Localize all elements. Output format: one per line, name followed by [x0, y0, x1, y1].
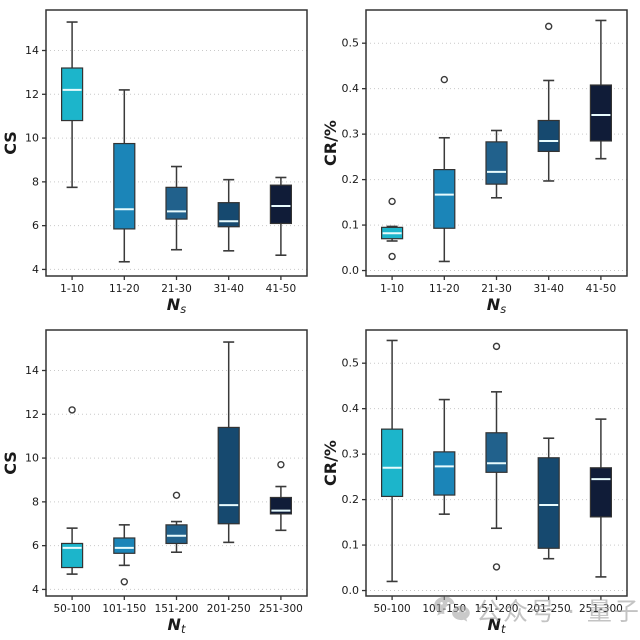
outlier-point [172, 491, 181, 499]
box [60, 67, 84, 122]
box [485, 141, 508, 185]
panel-cr-vs-ns: 0.0 0.1 0.2 0.3 0.4 0.5 1-10 11-20 21-30 31-40 41-… [320, 0, 640, 320]
x-tick-label: 251-300 [259, 603, 303, 615]
outlier-point [277, 460, 285, 469]
x-axis-label: Ns [167, 295, 186, 316]
x-tick-label: 31-40 [213, 283, 244, 295]
box [537, 457, 560, 549]
plot-frame [45, 9, 308, 277]
y-tick-label: 0.2 [342, 493, 360, 506]
box [165, 524, 188, 545]
y-tick-label: 0.3 [342, 128, 360, 141]
y-axis-label: CR/% [321, 440, 340, 486]
y-axis-label: CR/% [321, 120, 340, 166]
box [589, 467, 612, 518]
x-axis-label: Nt [488, 615, 506, 636]
box [113, 537, 136, 554]
outlier-point [388, 197, 396, 206]
x-tick-label: 101-150 [102, 603, 146, 615]
outlier-point [544, 22, 553, 31]
boxplot-svg: 4 6 8 10 12 14 50-100 101-150 151-200 201-250 251-… [1, 329, 308, 636]
panel-cr-vs-nt: 0.0 0.1 0.2 0.3 0.4 0.5 50-100 101-150 151-200 20… [320, 320, 640, 640]
y-tick-label: 0.5 [342, 357, 360, 370]
x-tick-label: 21-30 [481, 283, 512, 295]
x-tick-label: 11-20 [429, 283, 460, 295]
outlier-point [492, 342, 501, 351]
y-tick-label: 4 [32, 263, 39, 276]
y-tick-label: 4 [32, 583, 39, 596]
box [113, 142, 136, 230]
box [217, 202, 240, 228]
outlier-point [120, 578, 129, 586]
x-axis-label: Ns [487, 295, 506, 316]
box [433, 169, 456, 229]
y-tick-label: 12 [25, 88, 39, 101]
y-tick-label: 6 [32, 219, 39, 232]
y-tick-label: 0.2 [342, 173, 360, 186]
y-tick-label: 8 [32, 175, 39, 188]
y-tick-label: 14 [25, 364, 39, 377]
box [380, 428, 404, 498]
y-tick-label: 0.1 [342, 539, 360, 552]
box [589, 84, 612, 142]
plot-frame [365, 9, 628, 277]
y-tick-label: 12 [25, 408, 39, 421]
boxplot-svg: 0.0 0.1 0.2 0.3 0.4 0.5 50-100 101-150 151-200 20… [321, 329, 628, 636]
y-tick-label: 10 [25, 132, 39, 145]
x-tick-label: 1-10 [380, 283, 404, 295]
x-tick-label: 50-100 [373, 603, 410, 615]
plot-frame [365, 329, 628, 597]
box [165, 186, 188, 220]
y-tick-label: 0.1 [342, 219, 360, 232]
x-axis-label: Nt [168, 615, 186, 636]
x-tick-label: 31-40 [533, 283, 564, 295]
x-tick-label: 21-30 [161, 283, 192, 295]
y-tick-label: 10 [25, 452, 39, 465]
x-tick-label: 11-20 [109, 283, 140, 295]
y-tick-label: 0.4 [342, 402, 360, 415]
x-tick-label: 201-250 [527, 603, 571, 615]
x-tick-label: 101-150 [422, 603, 466, 615]
box [537, 119, 560, 153]
y-tick-label: 14 [25, 44, 39, 57]
y-axis-label: CS [1, 451, 20, 475]
x-tick-label: 41-50 [266, 283, 297, 295]
x-tick-label: 50-100 [53, 603, 90, 615]
y-tick-label: 0.0 [342, 264, 360, 277]
box [485, 432, 508, 473]
outlier-point [492, 563, 501, 571]
y-axis-label: CS [1, 131, 20, 155]
box [269, 184, 292, 225]
panel-cs-vs-nt: 4 6 8 10 12 14 50-100 101-150 151-200 201-250 251-… [0, 320, 320, 640]
y-tick-label: 0.3 [342, 448, 360, 461]
outlier-point [388, 252, 396, 261]
x-tick-label: 41-50 [586, 283, 617, 295]
panel-cs-vs-ns: 4 6 8 10 12 14 1-10 11-20 21-30 31-40 41-50 CS Ns [0, 0, 320, 320]
outlier-point [68, 406, 76, 414]
y-tick-label: 0.5 [342, 37, 360, 50]
y-tick-label: 0.4 [342, 82, 360, 95]
x-tick-label: 251-300 [579, 603, 623, 615]
boxplot-svg: 0.0 0.1 0.2 0.3 0.4 0.5 1-10 11-20 21-30 31-40 41-… [321, 9, 628, 316]
plot-frame [45, 329, 308, 597]
outlier-point [440, 75, 449, 84]
x-tick-label: 151-200 [475, 603, 519, 615]
x-tick-label: 151-200 [155, 603, 199, 615]
y-tick-label: 6 [32, 539, 39, 552]
y-tick-label: 8 [32, 495, 39, 508]
box [217, 426, 240, 525]
x-tick-label: 201-250 [207, 603, 251, 615]
box [433, 451, 456, 496]
box [60, 542, 84, 569]
x-tick-label: 1-10 [60, 283, 84, 295]
boxplot-svg: 4 6 8 10 12 14 1-10 11-20 21-30 31-40 41-50 CS Ns [1, 9, 308, 316]
y-tick-label: 0.0 [342, 584, 360, 597]
